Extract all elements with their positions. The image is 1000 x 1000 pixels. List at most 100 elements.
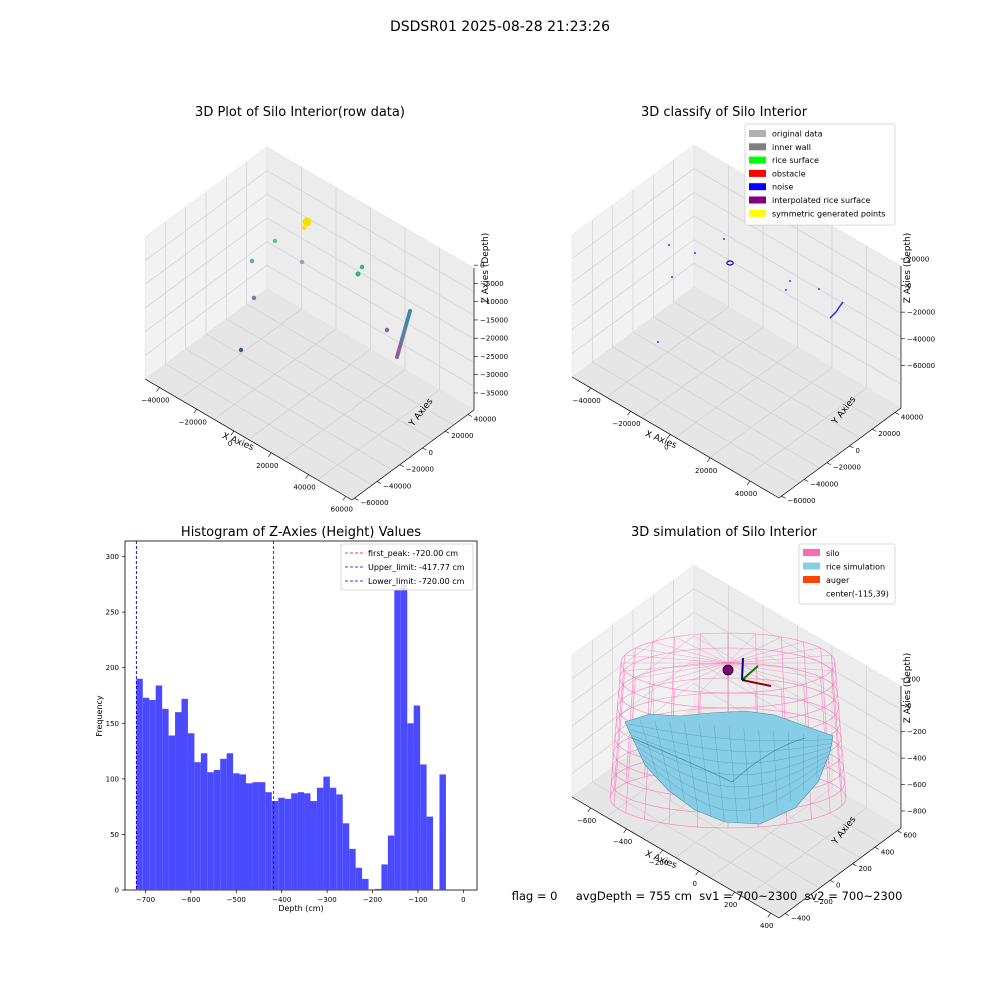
classify-legend-label: obstacle <box>772 169 806 178</box>
histogram-bar <box>220 758 227 890</box>
histogram-bar <box>413 705 421 890</box>
simulation-xtick-label: 200 <box>724 901 737 909</box>
simulation-xtick-label: 0 <box>692 880 696 888</box>
histogram-bar <box>245 783 253 890</box>
classify-legend-swatch <box>749 183 766 191</box>
histogram-bar <box>426 816 434 890</box>
noise-point <box>818 288 820 290</box>
raw-data-ytick-label: −40000 <box>383 482 411 490</box>
raw-data-grid <box>144 162 475 486</box>
raw-data-ztick-label: 0 <box>480 262 484 270</box>
histogram-bar <box>142 697 150 890</box>
raw-data-xtick-label: 0 <box>228 440 232 448</box>
classify-ztick-label: −40000 <box>907 335 935 343</box>
histogram-bar <box>304 793 311 890</box>
panel-raw-data-title: 3D Plot of Silo Interior(row data) <box>195 105 405 120</box>
classify-legend-label: noise <box>772 183 793 192</box>
histogram-bar <box>252 782 259 890</box>
histogram-legend-label: Upper_limit: -417.77 cm <box>368 563 465 572</box>
simulation-xtick-label: −600 <box>577 817 596 825</box>
raw-data-x-axis-line <box>144 378 353 501</box>
panel-raw-data: 3D Plot of Silo Interior(row data) −4000… <box>141 105 508 513</box>
simulation-ytick-label: 0 <box>836 881 840 889</box>
histogram-bar <box>258 782 266 890</box>
raw-data-point <box>301 225 307 231</box>
histogram-bar <box>342 823 350 890</box>
classify-legend: original data inner wall rice surface obsta… <box>744 123 896 226</box>
histogram-ytick-label: 300 <box>106 553 119 561</box>
status-footer: flag = 0 avgDepth = 755 cm sv1 = 700~230… <box>512 889 903 903</box>
classify-y-axis-line <box>778 407 902 499</box>
histogram-bar <box>265 792 272 890</box>
classify-ztick-label: 0 <box>907 282 911 290</box>
classify-xtick-label: 0 <box>664 443 668 451</box>
raw-data-ztick-label: −5000 <box>480 280 504 288</box>
raw-data-point <box>272 238 278 244</box>
histogram-xtick-label: −200 <box>363 896 382 904</box>
histogram-bar <box>316 787 324 890</box>
classify-ytick-label: 0 <box>856 447 860 455</box>
histogram-bar <box>284 798 292 890</box>
histogram-x-ticks: −700 −600 −500 −400 −300 −200 −100 0 <box>136 890 466 904</box>
histogram-bar <box>349 848 356 890</box>
histogram-bar <box>271 801 279 890</box>
simulation-ztick-label: 0 <box>907 702 911 710</box>
histogram-legend-label: Lower_limit: -720.00 cm <box>368 577 465 586</box>
raw-data-ytick-label: −20000 <box>406 466 434 474</box>
simulation-ztick-label: 200 <box>907 675 920 683</box>
histogram-xtick-label: −400 <box>272 896 291 904</box>
histogram-y-ticks: 0 50 100 150 200 250 300 <box>106 553 125 895</box>
histogram-bar <box>187 733 195 890</box>
raw-data-xtick-label: 60000 <box>331 505 353 513</box>
axis-arrow-y <box>741 665 759 681</box>
raw-data-xtick-label: −40000 <box>141 396 169 404</box>
axis-arrow-z <box>741 657 744 681</box>
histogram-ytick-label: 200 <box>106 664 119 672</box>
histogram-xtick-label: 0 <box>461 896 465 904</box>
histogram-reference-lines <box>135 541 275 890</box>
simulation-legend-swatch <box>803 549 820 556</box>
classify-legend-swatch <box>749 156 766 164</box>
histogram-bar <box>329 787 337 890</box>
histogram-bar <box>394 589 401 890</box>
histogram-bar <box>362 878 369 890</box>
classify-xtick-label: 40000 <box>735 490 757 498</box>
classify-legend-label: rice surface <box>772 156 819 165</box>
noise-cluster <box>726 260 734 266</box>
classify-legend-swatch <box>749 143 766 151</box>
simulation-ztick-label: −400 <box>907 755 926 763</box>
histogram-bar <box>374 888 382 890</box>
classify-legend-swatch <box>749 130 766 137</box>
histogram-xtick-label: −500 <box>227 896 246 904</box>
classify-ytick-label: −60000 <box>787 497 815 505</box>
histogram-bar <box>420 764 427 890</box>
simulation-legend-label: center(-115,39) <box>826 590 889 599</box>
raw-data-wall-point <box>408 309 412 313</box>
histogram-ytick-label: 250 <box>106 609 119 617</box>
raw-data-ztick-label: −20000 <box>480 335 508 343</box>
histogram-bar <box>226 753 234 890</box>
simulation-xtick-label: 400 <box>760 922 773 930</box>
histogram-bar <box>200 753 208 890</box>
histogram-bar <box>381 864 388 890</box>
classify-ztick-label: −20000 <box>907 309 935 317</box>
noise-point <box>668 244 670 246</box>
panel-classify-title: 3D classify of Silo Interior <box>641 105 808 120</box>
raw-data-point <box>359 264 365 270</box>
histogram-bar <box>175 712 182 890</box>
noise-point <box>671 276 673 278</box>
auger-and-center <box>722 657 772 687</box>
histogram-bar <box>297 792 305 890</box>
noise-wall-line <box>829 301 844 319</box>
panel-raw-data-zlabel: Z Axies (Depth) <box>481 233 491 304</box>
histogram-legend: first_peak: -720.00 cm Upper_limit: -417.… <box>340 543 474 591</box>
raw-data-point <box>355 271 361 277</box>
classify-legend-label: inner wall <box>772 143 811 152</box>
histogram-xtick-label: −700 <box>136 896 155 904</box>
classify-xtick-label: −20000 <box>612 420 640 428</box>
raw-data-ztick-label: −30000 <box>480 371 508 379</box>
histogram-bar <box>213 769 221 890</box>
histogram-xtick-label: −300 <box>317 896 336 904</box>
classify-legend-label: interpolated rice surface <box>772 196 870 205</box>
